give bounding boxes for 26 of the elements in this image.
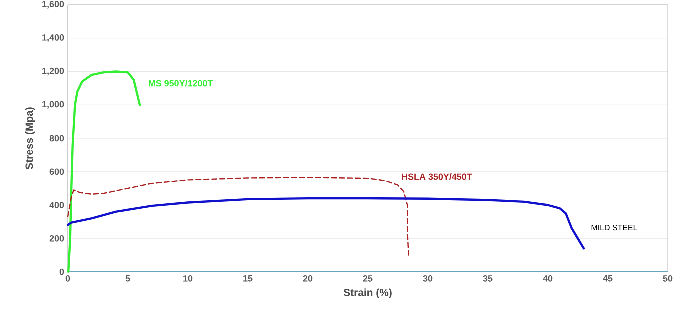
x-tick-label: 20 [303, 276, 313, 282]
x-tick-label: 40 [543, 276, 553, 282]
x-tick-label: 30 [423, 276, 433, 282]
x-tick-label: 5 [126, 276, 130, 282]
x-tick-label: 25 [363, 276, 373, 282]
x-tick-label: 15 [244, 276, 253, 282]
x-tick-label: 0 [66, 276, 70, 282]
x-tick-label: 35 [483, 276, 493, 282]
y-tick-label: 200 [50, 235, 64, 242]
x-tick-label: 45 [603, 276, 613, 282]
x-tick-label: 50 [663, 276, 673, 282]
y-tick-label: 1,000 [42, 101, 64, 109]
y-tick-label: 0 [60, 268, 64, 276]
y-axis-title: Stress (Mpa) [25, 108, 36, 170]
y-tick-label: 400 [50, 202, 64, 208]
y-tick-label: 800 [50, 135, 64, 142]
line-series [66, 197, 586, 250]
y-tick-label: 1,400 [42, 34, 64, 42]
y-tick-label: 1,600 [42, 1, 64, 9]
y-tick-label: 1,200 [42, 68, 64, 76]
line-series [68, 70, 142, 274]
series-label: HSLA 350Y/450T [402, 174, 472, 180]
x-axis-title: Strain (%) [344, 288, 392, 298]
y-tick-label: 600 [50, 168, 64, 176]
series-label: MS 950Y/1200T [148, 80, 214, 87]
x-tick-label: 10 [184, 276, 193, 282]
